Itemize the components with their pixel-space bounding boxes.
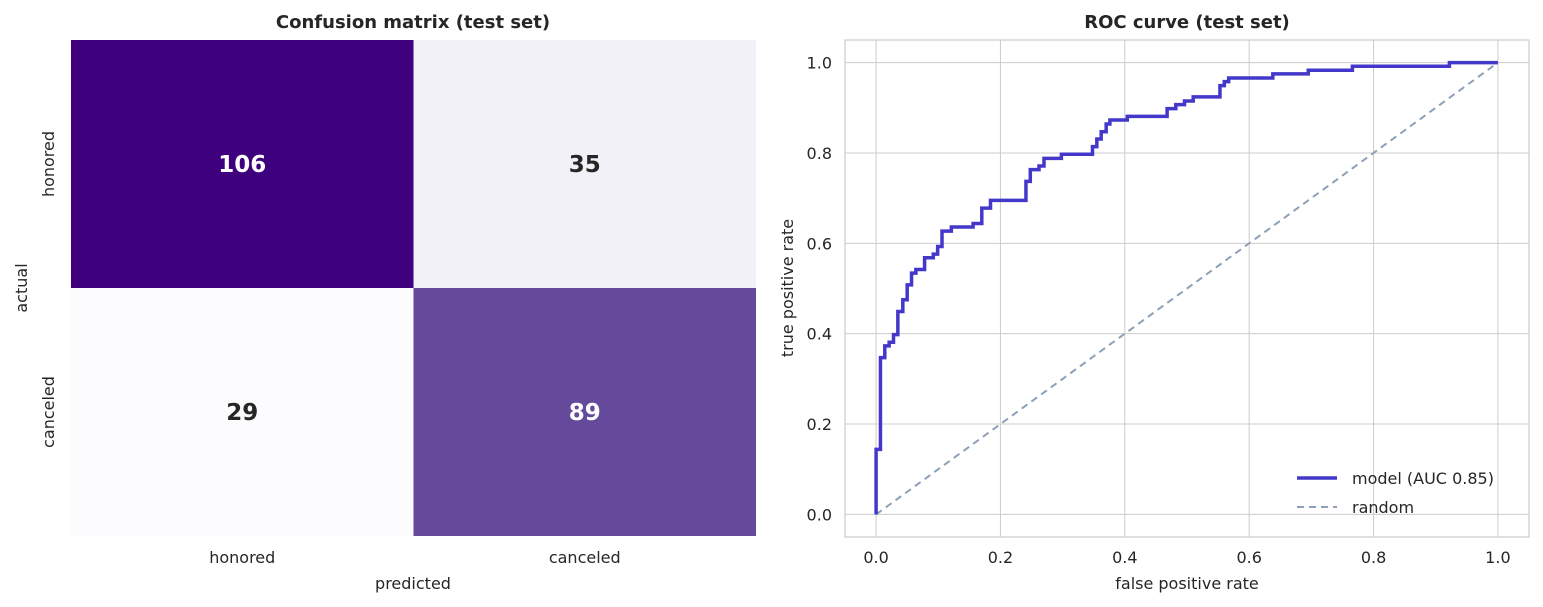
roc-x-tick-label: 0.0 bbox=[863, 548, 888, 567]
roc-x-ticks: 0.0 0.2 0.4 0.6 0.8 1.0 bbox=[863, 548, 1510, 567]
confusion-matrix-ylabel: actual bbox=[12, 263, 31, 312]
confusion-matrix-x-tick-label: canceled bbox=[549, 548, 621, 567]
roc-x-tick-label: 0.8 bbox=[1361, 548, 1386, 567]
confusion-matrix-cell bbox=[71, 40, 414, 288]
roc-panel: ROC curve (test set) 0.0 0.2 0.4 0.6 0.8 1.0 … bbox=[778, 12, 1530, 593]
confusion-matrix-cell-label: 106 bbox=[218, 152, 266, 178]
roc-y-tick-label: 0.4 bbox=[807, 325, 832, 344]
confusion-matrix-cell-label: 89 bbox=[569, 400, 601, 426]
confusion-matrix-cell-label: 35 bbox=[569, 152, 601, 178]
confusion-matrix-cell-label: 29 bbox=[226, 400, 258, 426]
roc-y-tick-label: 0.6 bbox=[807, 234, 832, 253]
confusion-matrix-x-tick-label: honored bbox=[209, 548, 275, 567]
legend-random-label: random bbox=[1352, 498, 1414, 517]
confusion-matrix-panel: Confusion matrix (test set) 106 35 29 89 ho… bbox=[12, 12, 756, 593]
roc-y-tick-label: 1.0 bbox=[807, 54, 832, 73]
roc-ylabel: true positive rate bbox=[778, 219, 797, 357]
roc-title: ROC curve (test set) bbox=[1084, 12, 1290, 33]
roc-y-ticks: 0.0 0.2 0.4 0.6 0.8 1.0 bbox=[807, 54, 832, 525]
roc-series bbox=[874, 60, 1499, 516]
roc-legend: model (AUC 0.85) random bbox=[1297, 469, 1494, 517]
confusion-matrix-cell bbox=[413, 288, 756, 536]
confusion-matrix-cells bbox=[71, 40, 756, 536]
confusion-matrix-xlabel: predicted bbox=[375, 574, 451, 593]
confusion-matrix-cell bbox=[71, 288, 414, 536]
confusion-matrix-title: Confusion matrix (test set) bbox=[276, 12, 550, 33]
roc-x-tick-label: 0.4 bbox=[1112, 548, 1137, 567]
legend-model-label: model (AUC 0.85) bbox=[1352, 469, 1494, 488]
roc-y-tick-label: 0.2 bbox=[807, 415, 832, 434]
roc-random-line bbox=[875, 61, 1499, 516]
roc-y-tick-label: 0.0 bbox=[807, 505, 832, 524]
roc-model-line bbox=[874, 60, 1498, 515]
confusion-matrix-x-ticks: honored canceled bbox=[209, 548, 620, 567]
roc-x-tick-label: 1.0 bbox=[1485, 548, 1510, 567]
roc-x-tick-label: 0.6 bbox=[1236, 548, 1261, 567]
roc-grid bbox=[845, 40, 1529, 537]
confusion-matrix-cell bbox=[413, 40, 756, 288]
confusion-matrix-y-tick-label: honored bbox=[39, 131, 58, 197]
roc-plot-frame bbox=[844, 39, 1530, 538]
roc-x-tick-label: 0.2 bbox=[988, 548, 1013, 567]
roc-xlabel: false positive rate bbox=[1115, 574, 1259, 593]
confusion-matrix-y-ticks: honored canceled bbox=[39, 131, 58, 448]
roc-y-tick-label: 0.8 bbox=[807, 144, 832, 163]
confusion-matrix-cell-labels: 106 35 29 89 bbox=[218, 152, 601, 426]
confusion-matrix-y-tick-label: canceled bbox=[39, 376, 58, 448]
